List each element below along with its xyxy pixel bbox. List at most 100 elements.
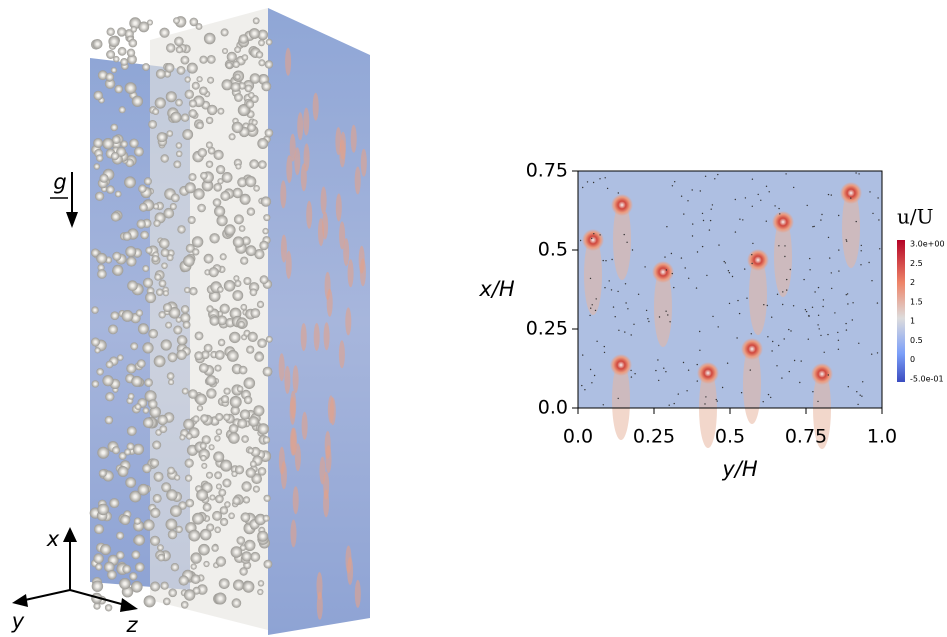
sphere xyxy=(257,580,265,587)
wake xyxy=(312,92,319,121)
wake-trail xyxy=(613,200,631,280)
sphere xyxy=(209,494,216,501)
sphere xyxy=(142,63,150,71)
wake xyxy=(297,112,304,141)
wake xyxy=(294,147,301,176)
wake xyxy=(325,445,332,474)
tracer xyxy=(584,389,586,391)
sphere xyxy=(126,426,137,436)
sphere xyxy=(188,389,198,399)
tracer xyxy=(879,248,881,250)
sphere xyxy=(180,55,190,65)
sphere xyxy=(228,432,240,444)
sphere xyxy=(215,483,222,490)
tracer xyxy=(721,386,724,389)
tracer xyxy=(790,330,792,332)
tracer xyxy=(606,187,609,190)
sphere xyxy=(124,82,137,94)
sphere xyxy=(196,405,204,412)
sphere xyxy=(228,512,235,520)
tracer xyxy=(724,262,727,264)
sphere xyxy=(185,433,193,440)
tracer xyxy=(803,278,805,281)
tracer xyxy=(767,393,770,396)
tracer xyxy=(686,390,688,392)
sphere xyxy=(233,275,240,282)
sphere xyxy=(238,225,246,232)
wake xyxy=(313,323,320,351)
tracer xyxy=(696,251,699,253)
sphere xyxy=(230,405,240,416)
sphere xyxy=(170,111,182,123)
sphere xyxy=(232,236,244,248)
wake xyxy=(286,155,293,184)
tracer xyxy=(827,193,830,196)
wake xyxy=(300,163,307,192)
tracer xyxy=(846,240,848,242)
tracer xyxy=(817,324,819,326)
sphere xyxy=(188,109,198,118)
sphere xyxy=(127,280,138,292)
front-plane xyxy=(268,8,370,635)
sphere xyxy=(150,581,161,592)
sphere xyxy=(256,300,265,308)
tracer xyxy=(811,306,814,308)
sphere xyxy=(205,160,214,168)
sphere xyxy=(265,335,273,343)
tracer xyxy=(776,293,779,295)
sphere xyxy=(154,97,166,109)
sphere xyxy=(160,248,170,257)
sphere xyxy=(152,108,160,115)
sphere xyxy=(243,395,253,405)
sphere xyxy=(104,415,114,425)
sphere xyxy=(234,73,241,80)
sphere xyxy=(131,550,141,560)
tracer xyxy=(786,289,788,291)
x-tick-label: 0.5 xyxy=(715,426,745,448)
tracer xyxy=(817,400,819,403)
tracer xyxy=(860,250,862,252)
sphere xyxy=(163,303,172,313)
tracer xyxy=(846,293,849,295)
wake-trail xyxy=(584,235,602,315)
sphere xyxy=(232,60,240,68)
sphere xyxy=(196,121,204,130)
wake xyxy=(290,390,297,419)
tracer xyxy=(788,370,790,373)
sphere xyxy=(93,553,104,564)
sphere xyxy=(126,442,135,451)
tracer xyxy=(594,309,597,312)
tracer xyxy=(837,331,839,334)
sphere xyxy=(258,160,267,169)
x-tick-label: 0.0 xyxy=(563,426,593,448)
sphere xyxy=(212,198,222,207)
sphere xyxy=(263,494,271,502)
tracer xyxy=(683,213,685,215)
wake xyxy=(354,166,361,195)
sphere xyxy=(167,352,178,363)
sphere xyxy=(218,488,227,497)
sphere xyxy=(233,214,244,225)
tracer xyxy=(701,212,704,215)
tracer xyxy=(696,380,698,382)
sphere xyxy=(129,572,138,581)
sphere xyxy=(252,485,260,493)
sphere xyxy=(170,505,182,517)
tracer xyxy=(692,223,694,225)
tracer xyxy=(614,316,616,318)
tracer xyxy=(827,236,830,239)
particle-wake xyxy=(747,249,769,271)
wake xyxy=(284,365,291,394)
sphere xyxy=(217,286,224,293)
sphere xyxy=(254,352,265,362)
sphere xyxy=(219,303,230,314)
sphere xyxy=(222,48,228,54)
tracer xyxy=(699,330,701,333)
sphere xyxy=(182,321,191,329)
tracer xyxy=(603,351,606,354)
tracer xyxy=(789,268,791,271)
sphere xyxy=(124,448,131,456)
sphere xyxy=(195,23,203,30)
sphere xyxy=(242,496,251,504)
